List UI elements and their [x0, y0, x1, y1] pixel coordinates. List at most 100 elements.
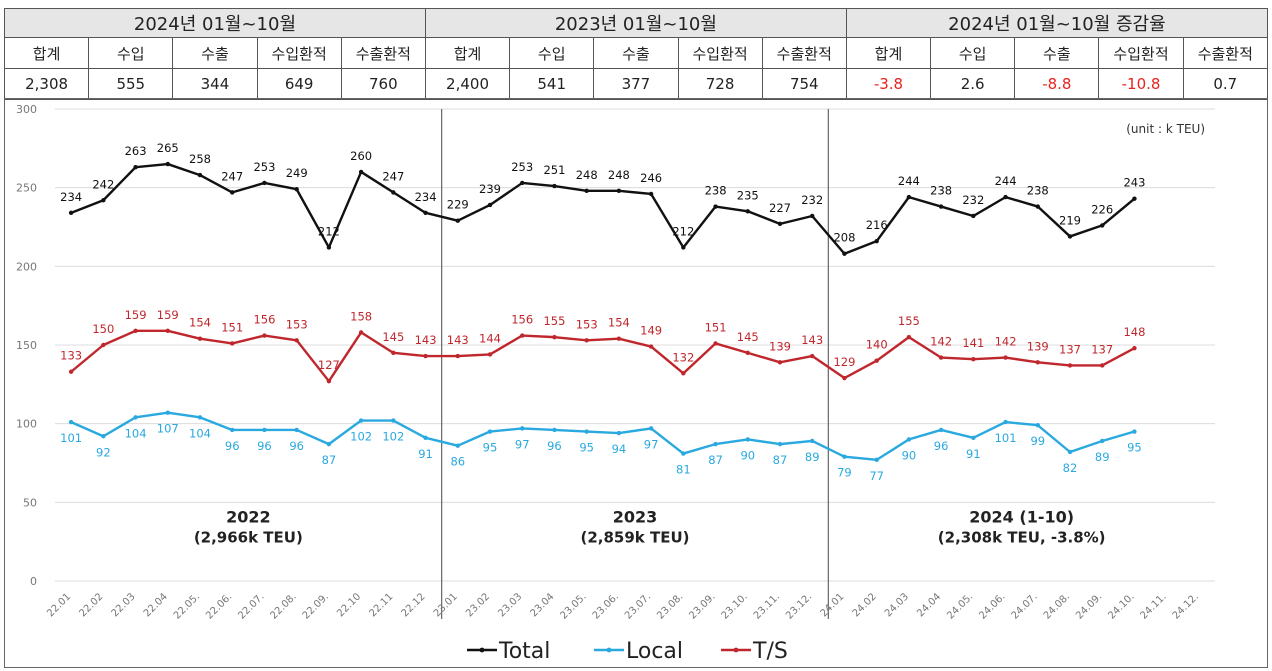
data-label: 96	[225, 439, 240, 453]
cell-value-2-2: -8.8	[1014, 68, 1100, 100]
data-point	[423, 353, 428, 359]
data-label: 96	[289, 439, 304, 453]
data-label: 260	[350, 149, 372, 163]
period-year-label: 2022	[226, 507, 271, 526]
x-tick-label: 22.02	[77, 591, 105, 619]
data-label: 142	[930, 335, 952, 349]
x-tick-label: 22.04	[142, 591, 170, 619]
data-point	[68, 210, 74, 216]
y-tick-label: 50	[23, 496, 37, 509]
data-point	[197, 336, 203, 341]
period-total-label: (2,308k TEU, -3.8%)	[938, 528, 1106, 546]
data-point	[326, 378, 332, 384]
data-point	[906, 194, 912, 200]
data-label: 235	[737, 188, 759, 202]
x-tick-label: 24.01	[819, 591, 847, 619]
data-point	[294, 338, 299, 343]
data-label: 102	[382, 430, 404, 444]
data-label: 97	[644, 437, 659, 451]
y-tick-label: 200	[16, 260, 37, 273]
cell-value-2-1: 2.6	[930, 68, 1016, 100]
x-tick-label: 23.06.	[591, 591, 621, 621]
data-label: 244	[898, 174, 920, 188]
data-label: 156	[511, 313, 533, 327]
chart-frame: 0 50 100 150 200 250 300 22.01 22.02 22.03 22.04 22…	[4, 98, 1268, 668]
group-title-change: 2024년 01월~10월 증감율	[845, 8, 1269, 38]
series-line-local	[70, 411, 1135, 462]
data-label: 226	[1091, 202, 1113, 216]
data-label: 247	[382, 169, 404, 183]
x-tick-label: 23.04	[529, 591, 557, 619]
data-label: 247	[221, 169, 243, 183]
data-label: 96	[934, 439, 949, 453]
data-point	[1100, 223, 1105, 228]
data-label: 97	[515, 437, 530, 451]
data-label: 127	[318, 358, 340, 372]
x-tick-label: 24.04	[915, 591, 943, 619]
data-point	[423, 435, 428, 441]
x-tick-label: 23.10.	[720, 591, 750, 621]
data-label: 133	[60, 349, 82, 363]
cell-value-0-3: 649	[256, 68, 342, 100]
data-point	[294, 427, 299, 433]
x-tick-label: 24.11.	[1139, 591, 1169, 621]
data-point	[713, 204, 718, 209]
data-point	[745, 350, 750, 356]
legend-label: Local	[626, 639, 683, 664]
data-label: 249	[286, 166, 308, 180]
data-point	[1067, 363, 1073, 368]
data-point	[391, 418, 396, 423]
data-label: 91	[966, 447, 981, 461]
data-point	[1003, 355, 1008, 360]
col-header-0-0: 합계	[3, 37, 90, 69]
x-tick-label: 23.11.	[752, 591, 782, 621]
x-tick-label: 22.03	[110, 591, 138, 619]
data-point	[777, 221, 783, 227]
data-point	[262, 427, 267, 433]
data-point	[616, 188, 622, 194]
x-tick-label: 24.12.	[1171, 591, 1201, 621]
col-header-0-4: 수출환적	[340, 37, 426, 69]
x-tick-label: 22.12	[400, 591, 428, 619]
x-tick-label: 23.07.	[623, 591, 653, 621]
x-tick-label: 24.05.	[945, 591, 975, 621]
x-tick-label: 24.02	[851, 591, 879, 619]
x-tick-label: 23.01	[432, 591, 460, 619]
data-point	[810, 353, 815, 359]
data-label: 86	[450, 455, 465, 469]
data-label: 137	[1059, 342, 1081, 356]
x-tick-label: 24.08.	[1042, 591, 1072, 621]
cell-value-1-2: 377	[593, 68, 679, 100]
x-tick-label: 23.03	[496, 591, 524, 619]
data-label: 144	[479, 331, 501, 345]
data-point	[455, 218, 460, 223]
cell-value-1-4: 754	[761, 68, 847, 100]
data-point	[971, 213, 976, 219]
data-label: 141	[962, 336, 984, 350]
data-label: 216	[866, 218, 888, 232]
data-label: 101	[60, 431, 82, 445]
data-point	[616, 336, 622, 341]
x-tick-label: 22.08.	[269, 591, 299, 621]
data-label: 159	[125, 308, 147, 322]
data-label: 151	[221, 320, 243, 334]
data-label: 87	[773, 453, 788, 467]
data-label: 242	[92, 177, 114, 191]
data-point	[1132, 345, 1137, 351]
data-point	[874, 238, 879, 244]
col-header-2-1: 수입	[930, 37, 1016, 69]
series-line-total	[70, 162, 1136, 255]
period-year-label: 2023	[613, 507, 658, 526]
col-header-2-0: 합계	[845, 37, 932, 69]
data-label: 91	[418, 447, 433, 461]
data-label: 238	[1027, 184, 1049, 198]
data-point	[906, 334, 912, 340]
x-tick-label: 22.10	[335, 591, 363, 619]
legend-label: Total	[498, 639, 550, 664]
data-label: 155	[898, 314, 920, 328]
y-tick-label: 300	[16, 103, 37, 116]
data-label: 253	[253, 160, 275, 174]
data-label: 96	[257, 439, 272, 453]
data-label: 156	[253, 313, 275, 327]
data-point	[520, 426, 525, 431]
